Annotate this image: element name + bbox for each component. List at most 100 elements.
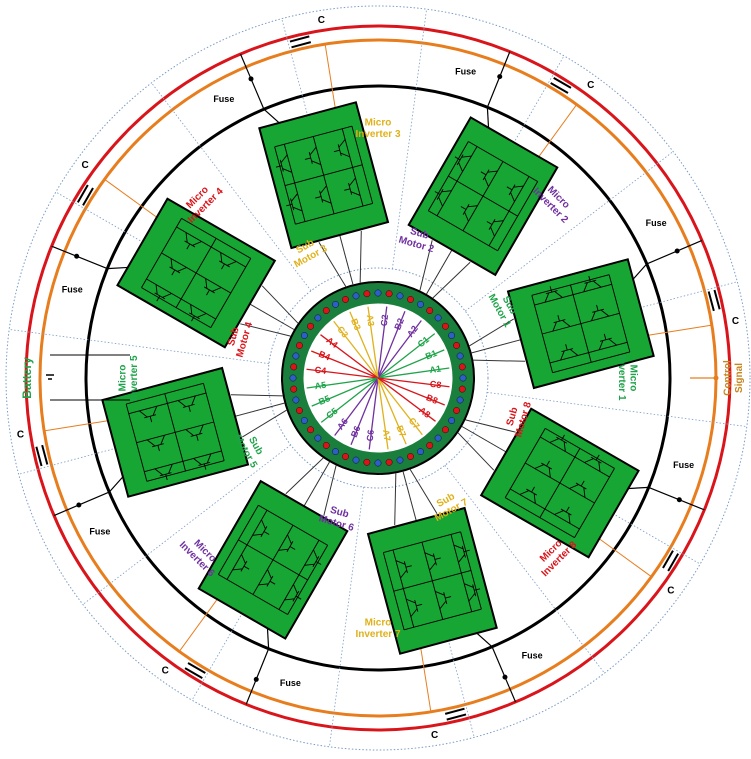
signal-wire [44,420,110,432]
slot-conductor [322,442,330,449]
micro-inverter [506,258,655,390]
control-terminal [713,375,719,381]
fuse-label: Fuse [455,67,476,77]
switch [284,584,302,602]
fuse-label: Fuse [673,460,694,470]
capacitor-plate [82,187,94,206]
winding [333,320,379,379]
phase-wire [461,426,507,453]
circuit-line [428,210,498,252]
circuit-line [161,252,232,294]
slot-conductor [363,290,371,298]
circuit-line [274,146,296,225]
phase-wire [261,285,299,324]
fuse-label: Fuse [522,651,543,661]
switch [434,189,452,207]
winding [377,349,445,379]
slot-conductor [448,332,456,339]
sub-motor-label-line: Sub [226,326,242,347]
winding-label: B3 [349,317,363,332]
outer-boundary [5,5,751,751]
circuit-line [146,460,225,482]
sector-line [9,329,269,365]
signal-wire [178,597,219,652]
inverter-label: Micro Inverter 3 [355,117,400,140]
circuit-line [283,144,306,222]
slot-conductor [290,363,298,371]
fuse-wire [51,245,108,270]
switch [139,406,158,423]
slot-conductor [448,417,456,424]
fuse-wire [245,648,270,705]
capacitor [184,662,206,680]
switch [304,549,322,567]
circuit-line [287,544,329,615]
phase-wire [465,419,516,433]
winding [377,377,407,445]
battery-label: Battery [20,357,34,399]
winding [368,377,379,450]
circuit-line [552,351,630,374]
sub-motor-label-line: Sub [329,504,350,520]
inverter-label: Micro Inverter 7 [355,617,400,640]
winding [367,306,379,379]
circuit-line [226,509,268,580]
slot-conductor [314,314,322,322]
switch [534,460,552,478]
winding [306,368,379,379]
capacitor [444,707,467,721]
switch [569,480,587,498]
switch [460,204,478,222]
slot-conductor [332,448,339,456]
switch [454,154,472,172]
slot-conductor [290,385,298,393]
phase-wire [303,461,330,507]
fuse [76,502,82,508]
capacitor-label: C [82,160,89,171]
capacitor-label: C [318,15,325,26]
winding-label: C2 [379,314,390,327]
slot-conductor [342,453,349,460]
slot-conductor [417,448,424,456]
inverter-label-line: Micro [117,365,128,392]
sub-motor-label-line: Sub [504,406,520,427]
slot-conductor [307,322,314,330]
inverter-label-line: Inverter 1 [616,355,627,400]
fuse [74,253,80,259]
fuse-wire [53,491,110,517]
inverter-label-line: Inverter 7 [355,629,400,640]
switch [435,591,452,610]
switch [506,184,524,202]
capacitor-label: C [667,585,674,596]
switch [554,506,572,524]
phase-wire [323,465,337,516]
switch [169,258,187,276]
sector-line [487,391,747,427]
micro-inverter [197,479,349,640]
fuse-wire [646,239,703,265]
winding-label: A3 [365,314,377,327]
inverter-label-line: Micro [365,117,392,128]
slot-conductor [300,332,308,339]
circuit-line [341,128,364,207]
capacitor-plate [662,550,674,569]
slot-conductor [396,456,404,464]
circuit-line [468,141,538,182]
slot-conductor [459,374,467,382]
switch [177,395,196,412]
inverter-label-line: Inverter 3 [355,129,400,140]
inverter-label-line: Inverter 5 [129,355,140,400]
slot-conductor [407,453,414,460]
phase-wire [426,249,453,295]
slot-conductor [458,385,466,393]
circuit-line [351,126,374,204]
dc-bus-negative [84,84,672,672]
switch [154,284,172,302]
switch [304,146,321,165]
circuit-line [125,403,148,482]
circuit-line [509,488,580,530]
winding [350,377,379,446]
slot-conductor [385,290,393,298]
slot-conductor [332,300,339,308]
